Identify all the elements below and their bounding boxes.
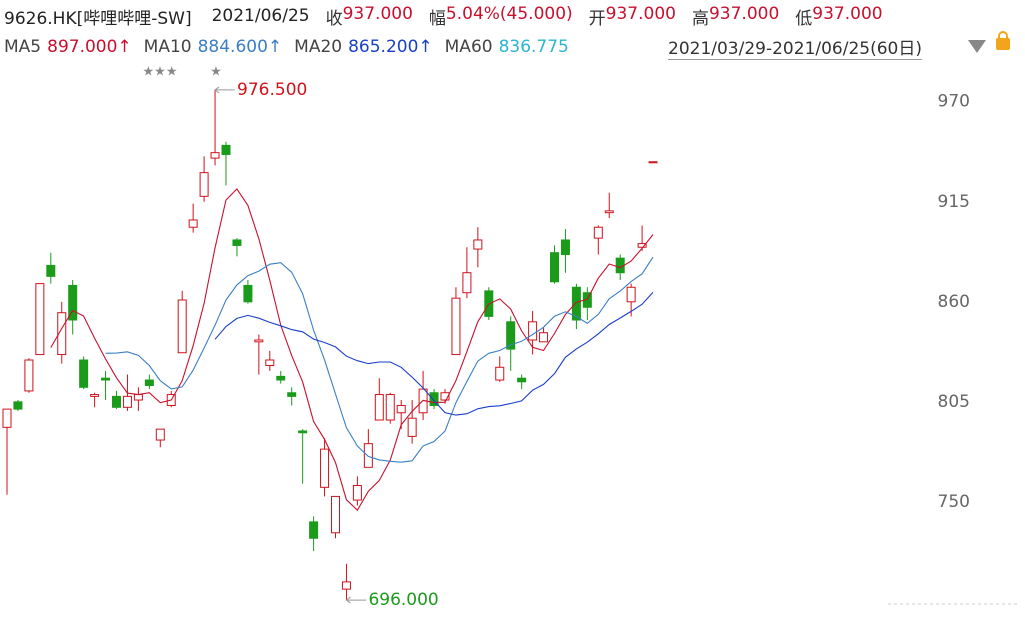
y-tick-label: 915 — [938, 192, 970, 212]
candle-body — [276, 375, 286, 381]
candle-body — [506, 321, 516, 350]
candle-body — [473, 239, 483, 250]
candle-body — [637, 243, 647, 248]
candle-body — [539, 332, 549, 343]
quote-value: 937.000 — [812, 3, 883, 24]
candle-body — [593, 226, 603, 239]
quote-label: 低 — [795, 8, 813, 29]
quote-label: 收 — [325, 8, 343, 29]
lock-icon[interactable] — [996, 31, 1010, 50]
candle-body — [517, 377, 527, 383]
ma-line — [50, 188, 654, 512]
candle-body — [604, 210, 614, 214]
ma-legend-value: 897.000↑ — [47, 37, 132, 57]
annotation-leader — [345, 596, 351, 604]
candle-body — [626, 286, 636, 303]
candle-body — [144, 379, 154, 386]
candle-body — [407, 417, 417, 437]
candle-body — [232, 239, 242, 246]
quote-label: 高 — [691, 8, 709, 29]
candle-body — [462, 272, 472, 294]
ma-legend-value: 836.775 — [498, 37, 569, 57]
quote-label: 幅 — [428, 8, 446, 29]
event-marker: ★★★ — [143, 65, 178, 80]
quote-value: 937.000 — [605, 3, 676, 24]
candle-body — [2, 408, 12, 428]
quote-items: 收 937.000 幅 5.04%(45.000) 开 937.000 高 937.000 低 9… — [310, 4, 883, 29]
y-tick-label: 970 — [938, 92, 970, 112]
candle-body — [155, 428, 165, 441]
candle-body — [385, 394, 395, 421]
candle-body — [122, 395, 132, 408]
candle-body — [35, 283, 45, 356]
candle-body — [648, 161, 658, 164]
date: 2021/06/25 — [211, 6, 310, 26]
ma-legend-value: 884.600↑ — [197, 37, 283, 57]
ma-line — [214, 291, 654, 416]
candle-body — [46, 264, 56, 277]
candle-body — [396, 404, 406, 414]
candle-body — [571, 286, 581, 321]
y-tick-label: 805 — [938, 392, 970, 412]
high-annotation: 976.500 — [237, 80, 307, 100]
quote-value: 937.000 — [342, 3, 413, 24]
candle-body — [287, 392, 297, 397]
candle-body — [79, 359, 89, 388]
candle-body — [254, 339, 264, 343]
candle-body — [243, 284, 253, 303]
candle-body — [298, 430, 308, 434]
y-tick-label: 860 — [938, 292, 970, 312]
candle-body — [320, 448, 330, 488]
candle-body — [13, 401, 23, 410]
quote-value: 937.000 — [708, 3, 780, 24]
candle-body — [440, 392, 450, 401]
quote-label: 开 — [588, 8, 606, 29]
candle-body — [210, 152, 220, 159]
ma-legend-name: MA5 — [4, 37, 42, 57]
quote-row: 9626.HK[哔哩哔哩-SW] 2021/06/25 收 937.000 幅 5.0… — [4, 3, 883, 29]
dropdown-icon[interactable] — [968, 40, 986, 53]
candle-body — [133, 394, 143, 401]
candle-body — [221, 144, 231, 155]
candle-body — [57, 312, 67, 356]
candle-body — [363, 443, 373, 468]
candle-body — [309, 521, 319, 539]
candle-body — [331, 495, 340, 534]
candle-body — [528, 321, 538, 341]
candle-body — [24, 359, 34, 392]
low-annotation: 696.000 — [368, 590, 438, 610]
candle-body — [177, 299, 187, 354]
candle-body — [550, 252, 559, 283]
candle-body — [429, 392, 439, 406]
candle-body — [451, 297, 461, 356]
ma-legend-name: MA10 — [143, 37, 192, 57]
quote-value: 5.04%(45.000) — [445, 3, 573, 24]
event-marker: ★ — [210, 65, 222, 80]
ma-legend-name: MA20 — [294, 37, 343, 57]
candle-body — [352, 485, 362, 501]
candle-body — [495, 366, 505, 381]
date-range[interactable]: 2021/03/29-2021/06/25(60日) — [668, 34, 922, 60]
candle-body — [560, 239, 570, 256]
annotation-leader — [214, 86, 220, 94]
candle-body — [374, 394, 384, 421]
candle-body — [265, 359, 275, 366]
y-tick-label: 750 — [938, 492, 970, 512]
candle-body — [90, 394, 100, 397]
candle-body — [101, 377, 111, 381]
candle-body — [68, 284, 78, 321]
candle-body — [112, 395, 121, 408]
candle-body — [188, 219, 198, 228]
symbol: 9626.HK[哔哩哔哩-SW] — [4, 8, 192, 29]
ma-line — [105, 256, 654, 463]
candle-body — [341, 581, 351, 590]
candle-body — [199, 172, 209, 197]
ma-row: MA5 897.000↑ MA10 884.600↑ MA20 865.200↑ MA60 8… — [4, 34, 569, 60]
ma-legend-name: MA60 — [444, 37, 493, 57]
ma-legend-value: 865.200↑ — [348, 37, 433, 57]
